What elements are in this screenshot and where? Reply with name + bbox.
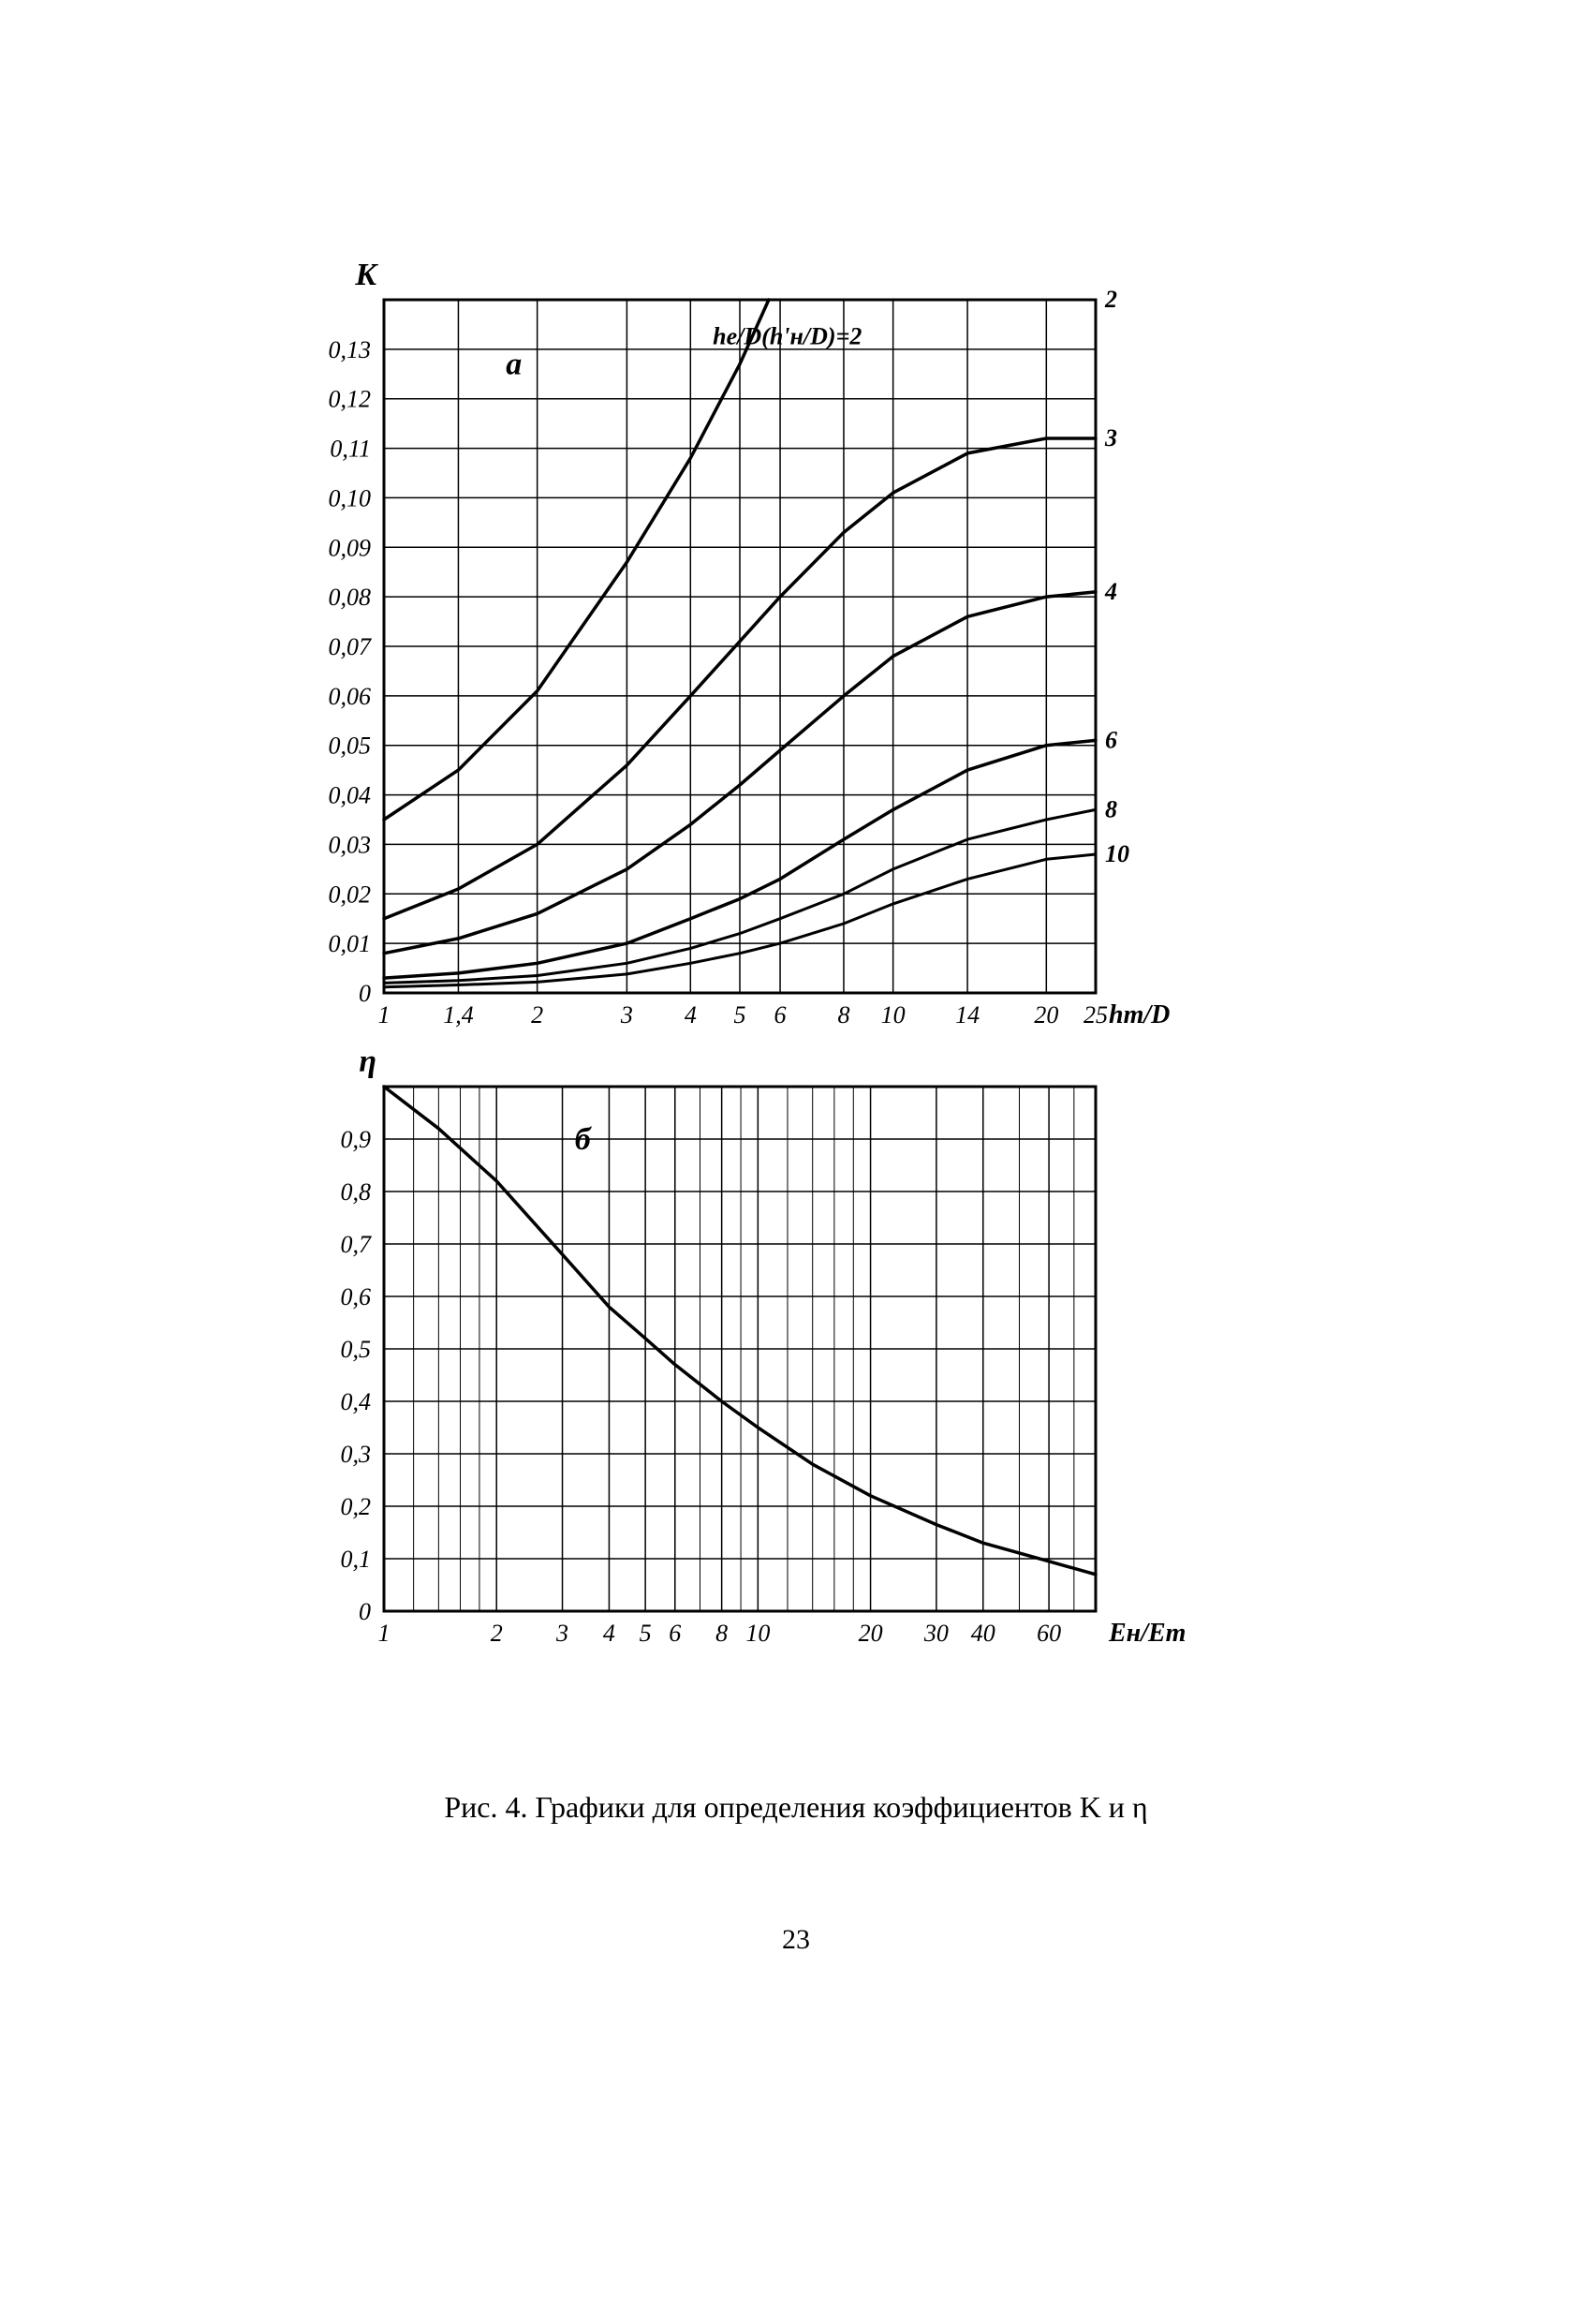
chart-b-xtick: 6: [669, 1620, 681, 1647]
chart-a-ytick: 0,11: [330, 436, 371, 463]
chart-b-panel-label: б: [575, 1122, 593, 1157]
chart-a-xtick: 25: [1083, 1001, 1108, 1029]
chart-b-ytick: 0,3: [341, 1441, 372, 1468]
figure-caption: Рис. 4. Графики для определения коэффици…: [444, 1790, 1147, 1824]
chart-a-xtick: 20: [1034, 1001, 1058, 1029]
chart-a-ytick: 0,03: [329, 831, 372, 858]
chart-b-ytick: 0,9: [341, 1126, 372, 1153]
chart-b-x-title: Eн/Eт: [1108, 1619, 1186, 1648]
chart-a-xtick: 10: [881, 1001, 906, 1029]
chart-a-ytick: 0,06: [329, 683, 372, 710]
chart-b-xtick: 2: [491, 1620, 503, 1647]
chart-a-ytick: 0,04: [329, 782, 372, 809]
chart-b: 0 0,1 0,2 0,3 0,4 0,5 0,6 0,7 0,8 0,9 1 2 3 456 8 10 20 3…: [341, 1044, 1187, 1648]
chart-a-y-title: K: [354, 258, 378, 292]
chart-b-xtick: 10: [745, 1620, 770, 1647]
chart-a-series-label: 6: [1105, 726, 1117, 753]
chart-a-panel-label: а: [506, 347, 522, 381]
chart-b-xtick: 60: [1037, 1620, 1061, 1647]
chart-b-xtick: 4: [603, 1620, 615, 1647]
chart-a-ytick: 0,13: [329, 336, 372, 363]
chart-a-ytick: 0,02: [329, 881, 372, 908]
chart-a-series-label: 3: [1104, 424, 1117, 451]
chart-a-xtick: 8: [837, 1001, 849, 1029]
chart-a-annotation: he/D(h'н/D)=2: [713, 323, 862, 350]
page-number: 23: [782, 1924, 810, 1955]
chart-b-xtick: 3: [555, 1620, 568, 1647]
chart-b-xtick: 20: [859, 1620, 883, 1647]
chart-a-xtick: 1,4: [443, 1001, 474, 1029]
chart-a-series-label: 10: [1105, 840, 1129, 867]
chart-a-ytick: 0,12: [329, 386, 372, 413]
chart-a-ytick: 0,01: [329, 930, 372, 957]
chart-b-ytick: 0,4: [341, 1388, 372, 1415]
chart-b-ytick: 0,8: [341, 1178, 372, 1206]
chart-b-y-title: η: [359, 1044, 376, 1079]
chart-a-xtick: 3: [620, 1001, 633, 1029]
chart-a-series-label: 4: [1104, 578, 1117, 605]
chart-a-xtick: 6: [774, 1001, 787, 1029]
chart-a-series-label: 8: [1105, 795, 1117, 822]
chart-a-xtick: 1: [378, 1001, 391, 1029]
chart-b-xtick: 40: [971, 1620, 995, 1647]
chart-a-xtick: 4: [685, 1001, 697, 1029]
chart-b-ytick: 0,2: [341, 1493, 372, 1520]
chart-b-ytick: 0,6: [341, 1283, 372, 1310]
chart-b-ytick: 0,1: [341, 1546, 372, 1573]
chart-b-ytick: 0,5: [341, 1336, 372, 1363]
chart-a-x-title: hт/D: [1109, 1000, 1170, 1029]
chart-b-series-0: [384, 1087, 1096, 1575]
chart-a-ytick: 0,08: [329, 584, 372, 611]
chart-a-ytick: 0,07: [329, 633, 373, 660]
chart-a-series-2: [384, 300, 769, 820]
chart-a-xtick: 2: [531, 1001, 543, 1029]
chart-a-xtick: 14: [955, 1001, 980, 1029]
chart-b-xtick: 5: [640, 1620, 652, 1647]
chart-a-ytick: 0,05: [329, 733, 372, 760]
chart-b-ytick: 0,7: [341, 1231, 373, 1258]
chart-a-ytick: 0,09: [329, 534, 372, 561]
chart-b-xtick: 1: [378, 1620, 391, 1647]
chart-b-xtick: 8: [715, 1620, 728, 1647]
chart-a-xtick: 5: [734, 1001, 746, 1029]
chart-b-ytick: 0: [359, 1598, 371, 1625]
chart-a-series-label: 2: [1104, 286, 1117, 313]
chart-b-xtick: 30: [923, 1620, 949, 1647]
chart-a-ytick: 0: [359, 980, 371, 1007]
chart-a-ytick: 0,10: [329, 484, 372, 511]
chart-a: 0 0,01 0,02 0,03 0,04 0,05 0,06 0,07 0,08 0,09 0,1…: [329, 258, 1171, 1029]
